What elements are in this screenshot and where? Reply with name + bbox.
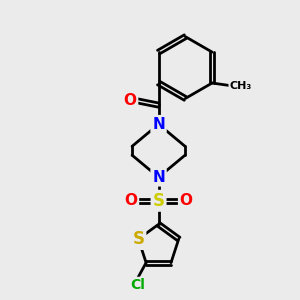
Text: O: O	[124, 93, 136, 108]
Text: O: O	[180, 193, 193, 208]
Text: CH₃: CH₃	[230, 81, 252, 91]
Text: N: N	[152, 170, 165, 185]
Text: Cl: Cl	[130, 278, 145, 292]
Text: S: S	[132, 230, 144, 248]
Text: N: N	[152, 117, 165, 132]
Text: S: S	[153, 192, 165, 210]
Text: O: O	[124, 193, 137, 208]
